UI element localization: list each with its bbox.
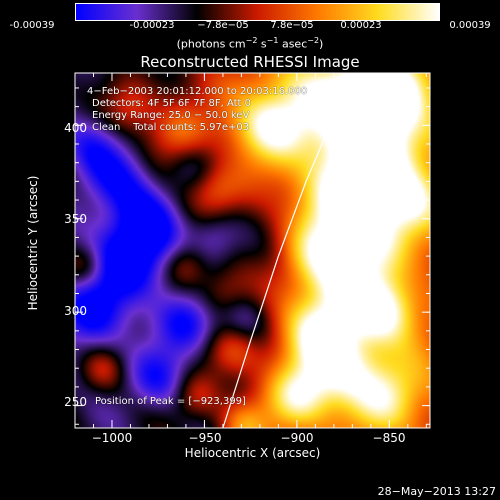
colorbar-units: (photons cm−2 s−1 asec−2) bbox=[176, 36, 324, 51]
annotation-detectors: Detectors: 4F 5F 6F 7F 8F, Att 0 bbox=[92, 98, 252, 109]
x-tick-1000: −1000 bbox=[91, 431, 133, 445]
footer-date: 28−May−2013 13:27 bbox=[377, 485, 496, 498]
x-tick-900: −900 bbox=[280, 431, 314, 445]
colorbar-tick-0: -0.00039 bbox=[9, 20, 55, 31]
colorbar bbox=[75, 3, 440, 21]
annotation-energy: Energy Range: 25.0 − 50.0 keV bbox=[92, 110, 250, 121]
y-axis-label: Heliocentric Y (arcsec) bbox=[26, 175, 40, 311]
colorbar-tick-5: 0.00039 bbox=[449, 20, 491, 31]
colorbar-tick-3: 7.8e−05 bbox=[270, 20, 314, 31]
annotation-time: 4−Feb−2003 20:01:12.000 to 20:03:16.000 bbox=[87, 86, 308, 97]
x-axis-label: Heliocentric X (arcsec) bbox=[184, 446, 321, 460]
image-panel: 4−Feb−2003 20:01:12.000 to 20:03:16.000 … bbox=[74, 72, 431, 429]
plot-frame bbox=[74, 72, 431, 429]
x-tick-850: −850 bbox=[372, 431, 406, 445]
plot-overlay bbox=[74, 72, 431, 429]
x-tick-950: −950 bbox=[188, 431, 222, 445]
annotation-peak: Position of Peak = [−923,399] bbox=[95, 396, 246, 407]
colorbar-tick-4: 0.00023 bbox=[340, 20, 382, 31]
chart-title: Reconstructed RHESSI Image bbox=[140, 53, 360, 71]
colorbar-tick-1: -0.00023 bbox=[129, 20, 175, 31]
heatmap-canvas bbox=[75, 73, 430, 428]
y-tick-350: 350 bbox=[64, 212, 87, 226]
solar-limb-line bbox=[222, 72, 353, 429]
annotation-clean: Clean Total counts: 5.97e+03 bbox=[92, 122, 250, 133]
colorbar-tick-2: −7.8e−05 bbox=[197, 20, 249, 31]
y-tick-250: 250 bbox=[64, 395, 87, 409]
y-tick-400: 400 bbox=[64, 121, 87, 135]
y-tick-300: 300 bbox=[64, 304, 87, 318]
